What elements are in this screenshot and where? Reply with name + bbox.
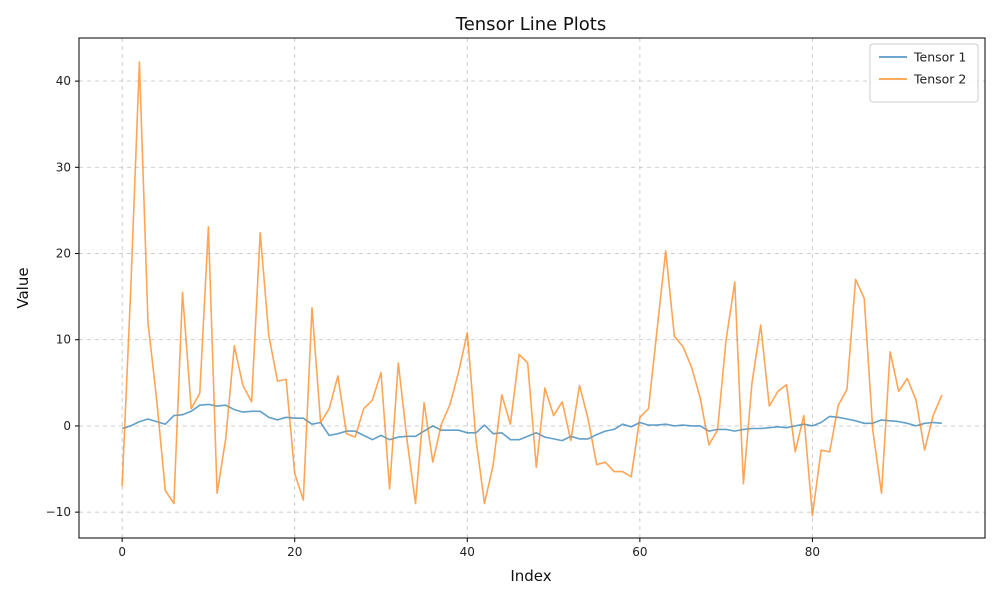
y-tick-label: 0	[63, 419, 71, 433]
legend-label-tensor-1: Tensor 1	[913, 50, 966, 65]
legend: Tensor 1 Tensor 2	[869, 43, 979, 103]
y-tick-label: 20	[56, 247, 71, 261]
chart-title: Tensor Line Plots	[455, 14, 606, 35]
y-tick-label: −10	[46, 505, 71, 519]
y-tick-label: 40	[56, 74, 71, 88]
y-tick-label: 30	[56, 160, 71, 174]
x-tick-label: 40	[460, 545, 475, 559]
y-axis-title: Value	[14, 267, 32, 308]
legend-box	[869, 43, 979, 103]
x-axis-title: Index	[510, 567, 551, 585]
x-tick-label: 80	[805, 545, 820, 559]
x-tick-label: 20	[287, 545, 302, 559]
legend-label-tensor-2: Tensor 2	[913, 72, 966, 87]
series-line-tensor-2	[121, 61, 943, 517]
series-lines	[121, 61, 943, 517]
x-tick-label: 60	[632, 545, 647, 559]
plot-area-frame	[78, 37, 986, 539]
x-tick-label: 0	[118, 545, 126, 559]
y-tick-label: 10	[56, 333, 71, 347]
axis-ticks: 0 20 40 60 80 −10 0 10 20 30 40	[46, 74, 820, 559]
